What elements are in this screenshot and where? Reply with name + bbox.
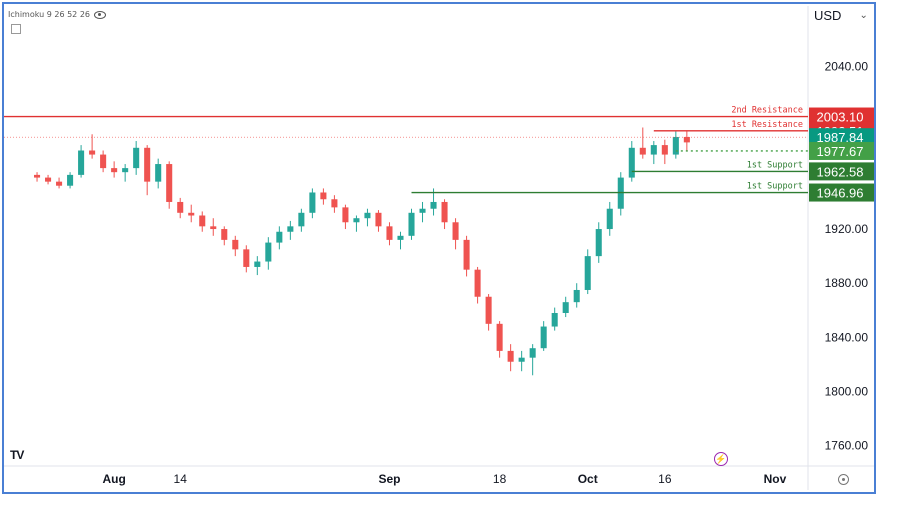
indicator-legend[interactable]: Ichimoku 9 26 52 26 <box>8 10 106 19</box>
indicator-checkbox[interactable] <box>11 24 21 34</box>
x-tick-label: Aug <box>102 472 125 486</box>
candle-body <box>309 192 316 213</box>
x-tick-label: Nov <box>764 472 787 486</box>
candle-body <box>529 348 536 358</box>
candle-body <box>89 150 96 155</box>
candle-body <box>342 207 349 223</box>
candle-body <box>78 150 85 175</box>
candle-body <box>507 350 514 362</box>
y-tick-label: 1880.00 <box>825 276 869 290</box>
candle-body <box>375 212 382 227</box>
candle-body <box>210 226 217 230</box>
candle-body <box>166 164 173 202</box>
price-tag-label: 1987.84 <box>817 130 864 145</box>
flash-icon[interactable]: ⚡ <box>714 452 728 466</box>
candle-body <box>265 242 272 262</box>
candle-body <box>595 229 602 257</box>
tradingview-logo: TV <box>10 448 24 462</box>
y-tick-label: 1800.00 <box>825 385 869 399</box>
candle-body <box>287 226 294 232</box>
candle-body <box>518 357 525 362</box>
candle-body <box>419 208 426 213</box>
candle-body <box>562 302 569 313</box>
currency-selector[interactable]: USD ⌄ <box>806 5 872 25</box>
candle-body <box>551 312 558 327</box>
level-label: 1st Support <box>747 160 803 170</box>
price-tag <box>809 128 874 147</box>
candle-body <box>111 168 118 173</box>
candle-body <box>672 136 679 155</box>
price-tag-label: 1962.58 <box>817 164 864 179</box>
candle-body <box>441 201 448 223</box>
level-label: 2nd Resistance <box>731 106 803 116</box>
price-tag-label: 1977.67 <box>817 144 864 159</box>
candle-body <box>540 326 547 349</box>
eye-icon[interactable] <box>94 10 106 19</box>
candle-body <box>430 201 437 209</box>
candle-body <box>573 289 580 303</box>
candle-body <box>496 323 503 351</box>
candle-body <box>199 215 206 227</box>
x-tick-label: Oct <box>578 472 598 486</box>
price-tag-label: 1946.96 <box>817 186 864 201</box>
candle-body <box>34 174 41 178</box>
candle-body <box>56 181 63 186</box>
price-tag <box>809 141 874 160</box>
indicator-label: Ichimoku 9 26 52 26 <box>8 10 90 19</box>
y-tick-label: 1920.00 <box>825 222 869 236</box>
candle-body <box>683 136 690 143</box>
x-tick-label: 18 <box>493 472 507 486</box>
x-tick-label: 14 <box>174 472 188 486</box>
candle-body <box>650 145 657 155</box>
candle-body <box>463 239 470 270</box>
price-tag <box>809 183 874 202</box>
candle-body <box>331 199 338 208</box>
y-tick-label: 2040.00 <box>825 60 869 74</box>
candle-body <box>188 212 195 216</box>
candle-body <box>221 229 228 240</box>
price-tag <box>809 107 874 126</box>
candle-body <box>485 296 492 324</box>
candle-body <box>254 261 261 267</box>
price-tag <box>809 162 874 181</box>
gear-icon[interactable] <box>838 474 849 485</box>
candle-body <box>474 269 481 297</box>
candle-body <box>155 164 162 182</box>
candle-body <box>452 222 459 240</box>
x-tick-label: Sep <box>378 472 400 486</box>
candle-body <box>100 154 107 169</box>
candle-body <box>45 177 52 182</box>
candle-body <box>639 147 646 155</box>
price-tag-label: 2003.10 <box>817 110 864 125</box>
candle-body <box>276 231 283 243</box>
candle-body <box>133 147 140 169</box>
candle-body <box>397 235 404 240</box>
candle-body <box>298 212 305 227</box>
y-tick-label: 1760.00 <box>825 439 869 453</box>
candle-body <box>320 192 327 200</box>
level-label: 1st Resistance <box>731 120 803 130</box>
candle-body <box>386 226 393 240</box>
y-tick-label: 1840.00 <box>825 330 869 344</box>
candle-body <box>67 174 74 186</box>
chevron-down-icon: ⌄ <box>859 9 868 21</box>
currency-label: USD <box>814 7 842 23</box>
candle-body <box>628 147 635 178</box>
candle-body <box>232 239 239 250</box>
candle-body <box>408 212 415 236</box>
candle-body <box>606 208 613 230</box>
candle-body <box>364 212 371 219</box>
level-label: 1st Support <box>747 182 803 192</box>
x-tick-label: 16 <box>658 472 672 486</box>
candle-body <box>353 218 360 223</box>
candle-body <box>584 256 591 290</box>
candle-body <box>122 168 129 173</box>
chart-frame <box>2 2 876 494</box>
candle-body <box>661 145 668 155</box>
candle-body <box>144 147 151 182</box>
candle-body <box>177 201 184 213</box>
candle-body <box>243 249 250 267</box>
